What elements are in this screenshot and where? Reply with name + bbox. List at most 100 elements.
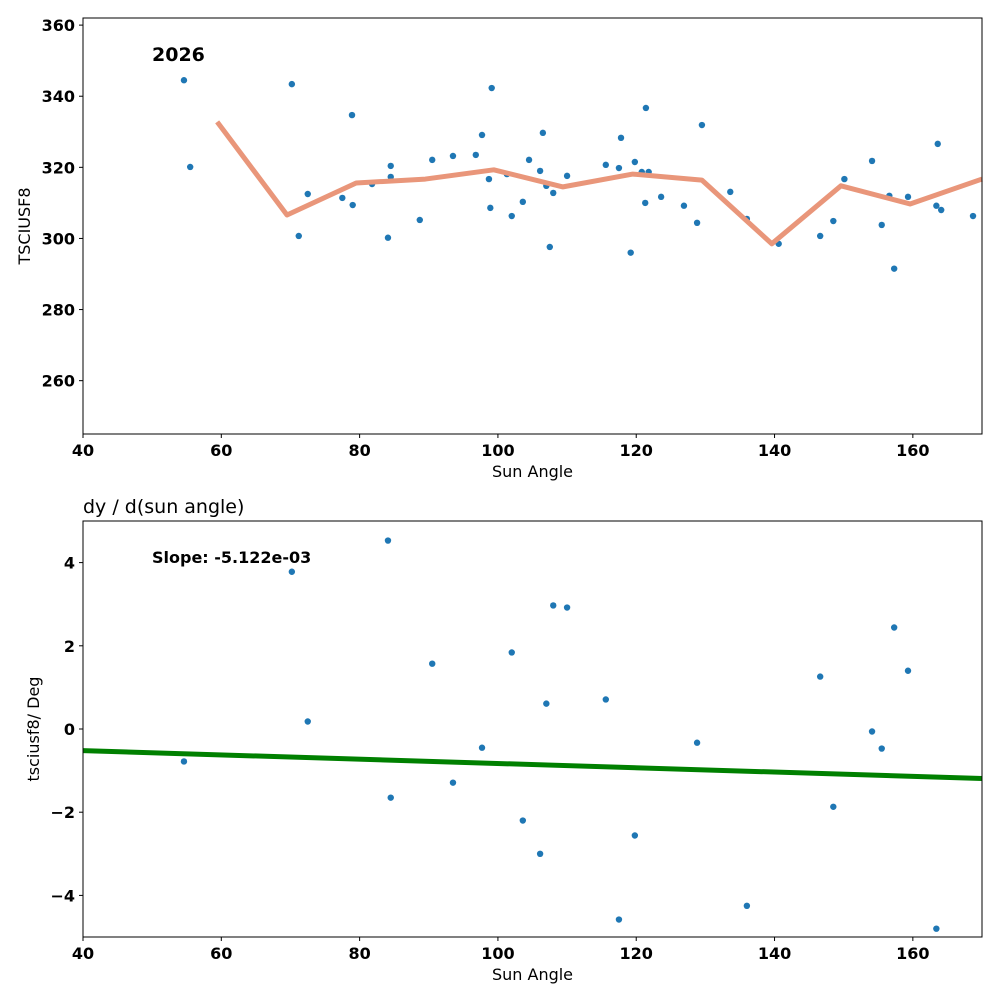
data-point [631, 832, 639, 839]
data-point [816, 673, 824, 680]
data-point [934, 140, 941, 148]
x-tick-label: 120 [620, 441, 653, 460]
data-point [304, 718, 311, 725]
data-point [680, 202, 688, 209]
data-point [546, 243, 553, 251]
y-tick-label: 300 [42, 229, 75, 248]
data-point [349, 201, 356, 209]
data-point [631, 158, 639, 166]
x-tick-label: 100 [481, 944, 514, 963]
data-point [519, 817, 527, 824]
data-point [933, 925, 940, 932]
data-point [743, 902, 751, 909]
data-point [539, 129, 547, 137]
x-tick-label: 40 [72, 441, 94, 460]
data-point [384, 537, 392, 544]
y-tick-label: 2 [64, 637, 75, 656]
data-point [657, 193, 665, 201]
data-point [693, 219, 701, 226]
data-point [602, 696, 610, 703]
x-tick-label: 160 [896, 944, 929, 963]
x-tick-label: 160 [896, 441, 929, 460]
data-point [519, 198, 527, 206]
data-point [472, 151, 479, 159]
y-tick-label: 320 [42, 158, 75, 177]
subplot-1: 40 60 80 100 120 140 160 260 280 300 320 340 360 Sun … [15, 16, 983, 481]
axes-frame [82, 520, 983, 938]
data-point [186, 163, 194, 171]
data-point [627, 249, 634, 256]
y-tick-label: 0 [64, 720, 75, 739]
data-point [387, 162, 394, 170]
subplot-title: dy / d(sun angle) [83, 496, 244, 518]
x-axis-label: Sun Angle [492, 462, 573, 481]
data-point [180, 758, 188, 765]
data-point [543, 700, 550, 707]
x-tick-label: 80 [348, 944, 370, 963]
data-point [904, 193, 912, 201]
data-point [295, 232, 302, 240]
data-point [727, 188, 734, 196]
data-point [868, 157, 876, 165]
mean-line [215, 120, 983, 247]
data-point [550, 189, 557, 197]
data-point [384, 234, 392, 241]
x-tick-label: 120 [620, 944, 653, 963]
data-point [478, 131, 486, 139]
x-tick-label: 100 [481, 441, 514, 460]
data-point [698, 121, 706, 129]
y-axis-label: tsciusf8/ Deg [24, 677, 43, 782]
data-point [488, 84, 495, 92]
y-tick-label: 4 [64, 554, 75, 573]
subplot-2: 40 60 80 100 120 140 160 −4 −2 0 2 4 Sun Angle tscius… [24, 496, 983, 984]
trend-line [82, 748, 983, 782]
data-point [487, 204, 494, 212]
data-point [617, 134, 625, 142]
data-point [485, 175, 493, 183]
data-point [508, 212, 515, 220]
data-point [830, 803, 837, 810]
data-point [387, 794, 394, 801]
data-point [937, 206, 945, 214]
data-point [563, 172, 571, 180]
data-point [890, 624, 898, 631]
x-tick-label: 80 [348, 441, 370, 460]
data-point [878, 221, 885, 229]
data-point [288, 568, 296, 575]
annotation: 2026 [152, 44, 205, 66]
data-point [180, 77, 188, 84]
axes-frame [82, 17, 983, 435]
data-point [449, 779, 457, 786]
x-tick-label: 140 [758, 944, 791, 963]
data-point [933, 202, 940, 209]
data-point [969, 212, 977, 220]
data-point [304, 190, 311, 198]
annotation: Slope: -5.122e-03 [152, 548, 311, 567]
x-tick-label: 140 [758, 441, 791, 460]
y-tick-label: 280 [42, 301, 75, 320]
data-point [508, 649, 515, 656]
x-tick-label: 60 [210, 441, 232, 460]
y-tick-label: −4 [50, 886, 75, 905]
data-point [693, 739, 701, 746]
data-point [550, 602, 557, 609]
y-tick-label: 340 [42, 87, 75, 106]
data-point [642, 104, 650, 112]
data-point [642, 199, 649, 207]
data-point [525, 156, 533, 164]
data-point [288, 80, 296, 88]
data-point [416, 216, 423, 224]
data-point [429, 156, 436, 164]
data-point [615, 916, 623, 923]
data-point [615, 164, 623, 172]
data-point [816, 232, 824, 240]
y-tick-label: −2 [50, 803, 75, 822]
data-point [429, 660, 436, 667]
data-point [841, 175, 848, 183]
x-axis-label: Sun Angle [492, 965, 573, 984]
data-point [904, 667, 912, 674]
data-point [878, 745, 885, 752]
x-tick-label: 60 [210, 944, 232, 963]
y-axis-label: TSCIUSF8 [15, 187, 34, 265]
